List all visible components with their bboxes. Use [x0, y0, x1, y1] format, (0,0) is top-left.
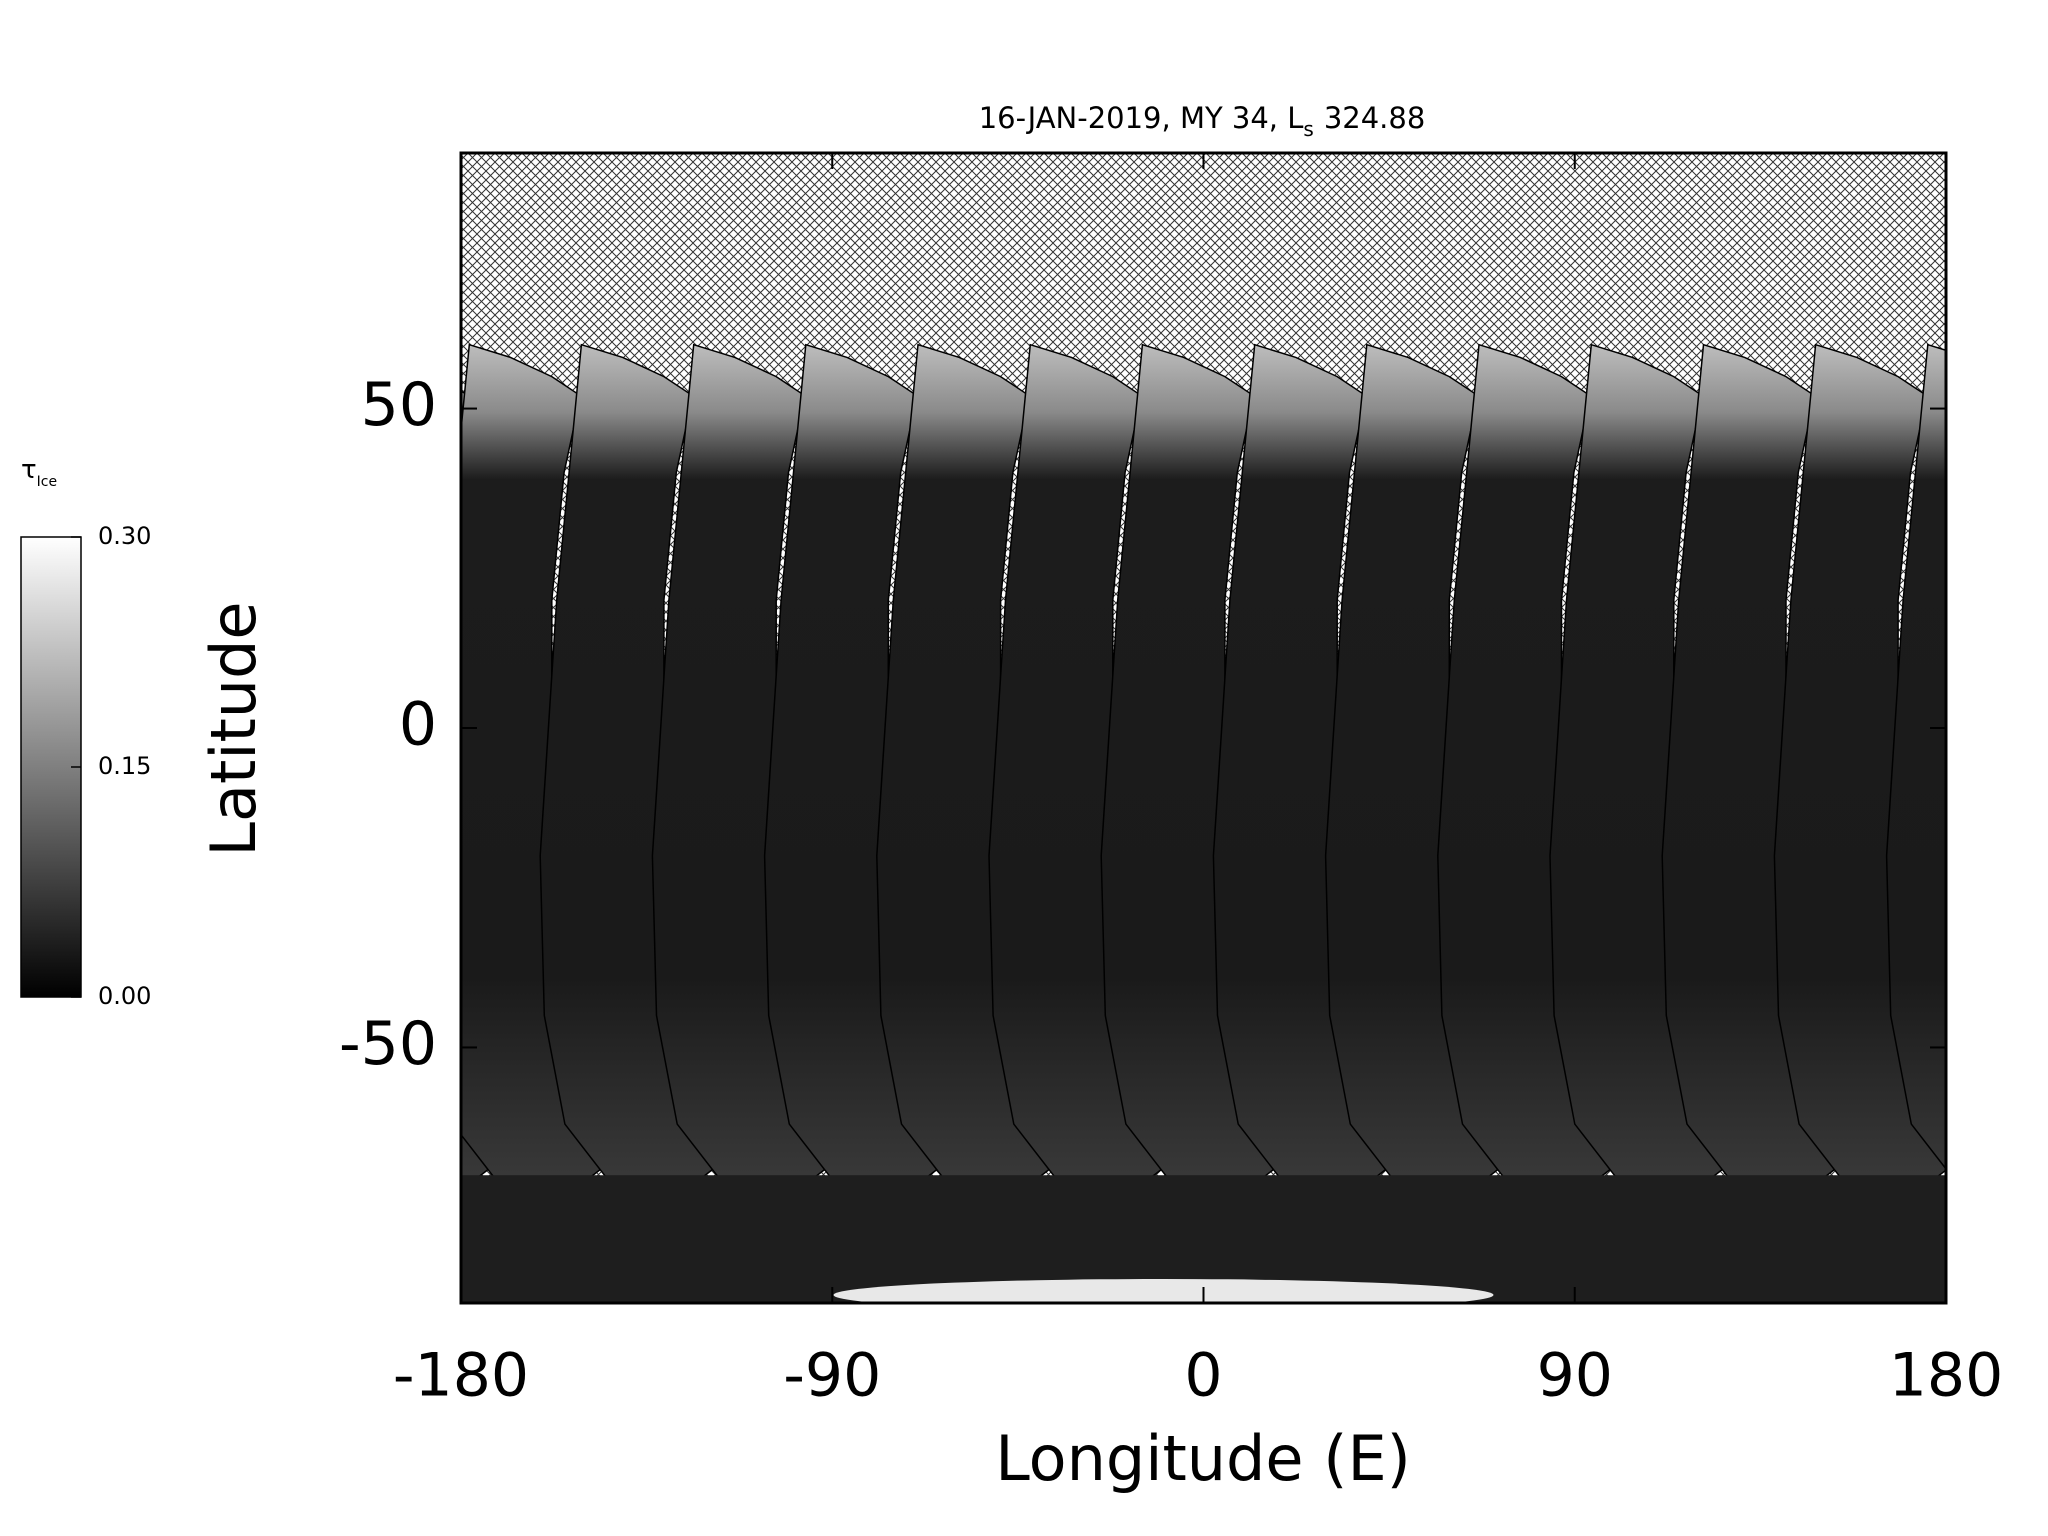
- y-axis-label: Latitude: [197, 601, 270, 856]
- colorbar-tick-label: 0.30: [98, 522, 151, 550]
- swath: [1885, 343, 1946, 1171]
- x-tick-label: -90: [783, 1341, 881, 1411]
- x-tick-label: 90: [1537, 1341, 1613, 1411]
- x-tick-label: -180: [393, 1341, 529, 1411]
- title-text: 16-JAN-2019, MY 34, L: [979, 101, 1304, 135]
- colorbar-symbol: τ: [21, 455, 37, 485]
- polar-bright: [833, 1279, 1494, 1303]
- colorbar-subscript: Ice: [37, 474, 57, 490]
- chart-title: 16-JAN-2019, MY 34, Ls 324.88: [979, 101, 1426, 141]
- y-tick-label: 50: [361, 370, 437, 440]
- colorbar-tick-label: 0.00: [98, 982, 151, 1010]
- colorbar-label: τIce: [21, 455, 57, 490]
- x-tick-label: 0: [1184, 1341, 1222, 1411]
- x-tick-label: 180: [1889, 1341, 2004, 1411]
- map-image: [461, 153, 1946, 1303]
- y-tick-label: 0: [399, 690, 437, 760]
- y-tick-label: -50: [339, 1009, 437, 1079]
- title-text: 324.88: [1324, 101, 1425, 135]
- x-axis-label: Longitude (E): [995, 1422, 1411, 1495]
- colorbar-tick-label: 0.15: [98, 752, 151, 780]
- title-subscript: s: [1303, 117, 1313, 141]
